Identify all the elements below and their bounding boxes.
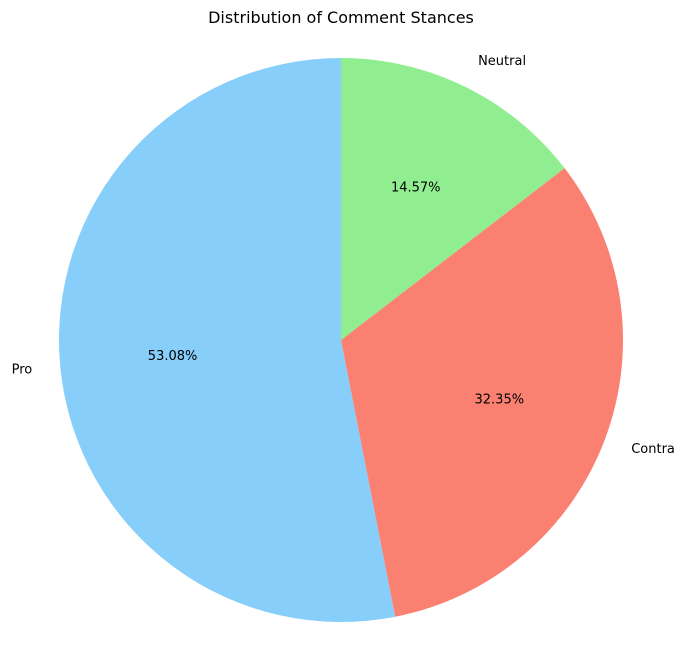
chart-title: Distribution of Comment Stances <box>208 8 474 27</box>
slice-label-contra: Contra <box>631 442 675 457</box>
slices-layer <box>59 58 623 622</box>
pie-slice-neutral <box>341 58 565 340</box>
pie-slice-pro <box>59 58 396 622</box>
slice-label-neutral: Neutral <box>478 54 526 69</box>
slice-percent-neutral: 14.57% <box>391 181 441 196</box>
labels-layer: 53.08% Pro 32.35% Contra 14.57% Neutral <box>12 54 675 457</box>
slice-percent-pro: 53.08% <box>148 349 198 364</box>
slice-percent-contra: 32.35% <box>475 392 525 407</box>
slice-label-pro: Pro <box>12 362 33 377</box>
pie-slice-contra <box>341 168 623 617</box>
